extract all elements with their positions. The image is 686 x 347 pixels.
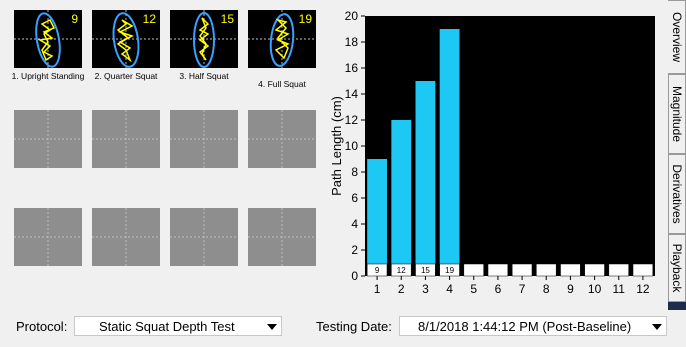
thumbnail-value: 15	[220, 12, 234, 26]
tab-overview[interactable]: Overview	[668, 0, 686, 74]
thumbnail-label: 3. Half Squat	[179, 71, 229, 81]
bar	[439, 29, 460, 276]
y-tick-label: 18	[345, 35, 359, 49]
tab-magnitude[interactable]: Magnitude	[668, 74, 686, 154]
bar	[367, 159, 387, 276]
thumbnail-value: 9	[71, 12, 78, 26]
x-tick-label: 5	[470, 282, 477, 296]
tab-label: Playback	[670, 243, 684, 293]
tab-playback[interactable]: Playback	[668, 234, 686, 302]
y-tick-label: 8	[351, 165, 358, 179]
data-label-box	[608, 263, 629, 277]
data-label: 9	[375, 266, 380, 275]
thumbnail-full-squat[interactable]: 19	[248, 10, 316, 68]
y-tick-label: 20	[345, 9, 359, 23]
data-label-box	[560, 263, 581, 277]
empty-trial-slot	[14, 110, 82, 168]
data-label: 15	[421, 266, 430, 275]
data-label-box	[487, 263, 509, 277]
testing-date-label: Testing Date:	[316, 319, 392, 334]
thumbnail-label: 1. Upright Standing	[11, 71, 85, 81]
x-tick-label: 1	[374, 282, 381, 296]
thumbnail-upright-standing[interactable]: 9	[14, 10, 82, 68]
data-label-box	[511, 263, 533, 277]
data-label-box	[632, 263, 654, 277]
y-tick-label: 10	[345, 139, 359, 153]
testing-date-value: 8/1/2018 1:44:12 PM (Post-Baseline)	[418, 319, 632, 334]
x-tick-label: 4	[446, 282, 453, 296]
path-length-chart: 0 2 4 6 8 10 12 14 16 18 20 Path Length (cm) 9 1 12 2 15…	[329, 9, 655, 296]
sway-plot	[92, 10, 160, 68]
sway-plot	[170, 10, 238, 68]
chevron-down-icon	[652, 324, 662, 330]
data-label-box	[536, 263, 557, 277]
thumbnail-label: 4. Full Squat	[258, 79, 306, 89]
testing-date-select[interactable]: 8/1/2018 1:44:12 PM (Post-Baseline)	[399, 316, 667, 336]
empty-trial-slot	[248, 110, 316, 168]
data-label-box	[584, 263, 605, 277]
tab-label: Derivatives	[670, 164, 684, 224]
x-tick-label: 10	[588, 282, 602, 296]
y-tick-label: 6	[351, 191, 358, 205]
y-tick-label: 16	[345, 61, 359, 75]
x-tick-label: 2	[398, 282, 405, 296]
bar	[391, 120, 412, 276]
tab-derivatives[interactable]: Derivatives	[668, 154, 686, 234]
empty-trial-slot	[14, 208, 82, 266]
tab-label: Magnitude	[670, 85, 684, 143]
y-tick-label: 2	[351, 243, 358, 257]
thumbnail-value: 19	[298, 12, 312, 26]
plot-area	[365, 16, 655, 276]
y-tick-label: 4	[351, 217, 358, 231]
sway-plot	[248, 10, 316, 68]
protocol-label: Protocol:	[16, 319, 68, 334]
data-label-box	[463, 263, 484, 277]
empty-trial-slot	[170, 208, 238, 266]
empty-trial-slot	[170, 110, 238, 168]
x-tick-label: 8	[543, 282, 550, 296]
x-tick-label: 9	[567, 282, 574, 296]
thumbnail-quarter-squat[interactable]: 12	[92, 10, 160, 68]
chevron-down-icon	[267, 324, 277, 330]
empty-trial-slot	[92, 208, 160, 266]
sway-plot	[14, 10, 82, 68]
y-tick-label: 14	[345, 87, 359, 101]
tab-label: Overview	[669, 11, 684, 63]
thumbnail-label: 2. Quarter Squat	[94, 71, 158, 81]
x-tick-label: 7	[519, 282, 526, 296]
y-axis-label: Path Length (cm)	[329, 96, 344, 196]
bar	[415, 81, 436, 276]
protocol-select[interactable]: Static Squat Depth Test	[74, 316, 282, 336]
data-label: 12	[397, 266, 406, 275]
x-tick-label: 6	[495, 282, 502, 296]
x-tick-label: 12	[636, 282, 650, 296]
x-tick-label: 11	[613, 282, 626, 296]
thumbnail-value: 12	[142, 12, 156, 26]
y-tick-label: 12	[345, 113, 359, 127]
empty-trial-slot	[248, 208, 316, 266]
thumbnail-half-squat[interactable]: 15	[170, 10, 238, 68]
main-panel: 9 1. Upright Standing 12 2. Quarter Squa…	[0, 0, 668, 310]
y-tick-label: 0	[351, 269, 358, 283]
x-tick-label: 3	[422, 282, 429, 296]
protocol-value: Static Squat Depth Test	[99, 319, 235, 334]
empty-trial-slot	[92, 110, 160, 168]
data-label: 19	[445, 266, 454, 275]
